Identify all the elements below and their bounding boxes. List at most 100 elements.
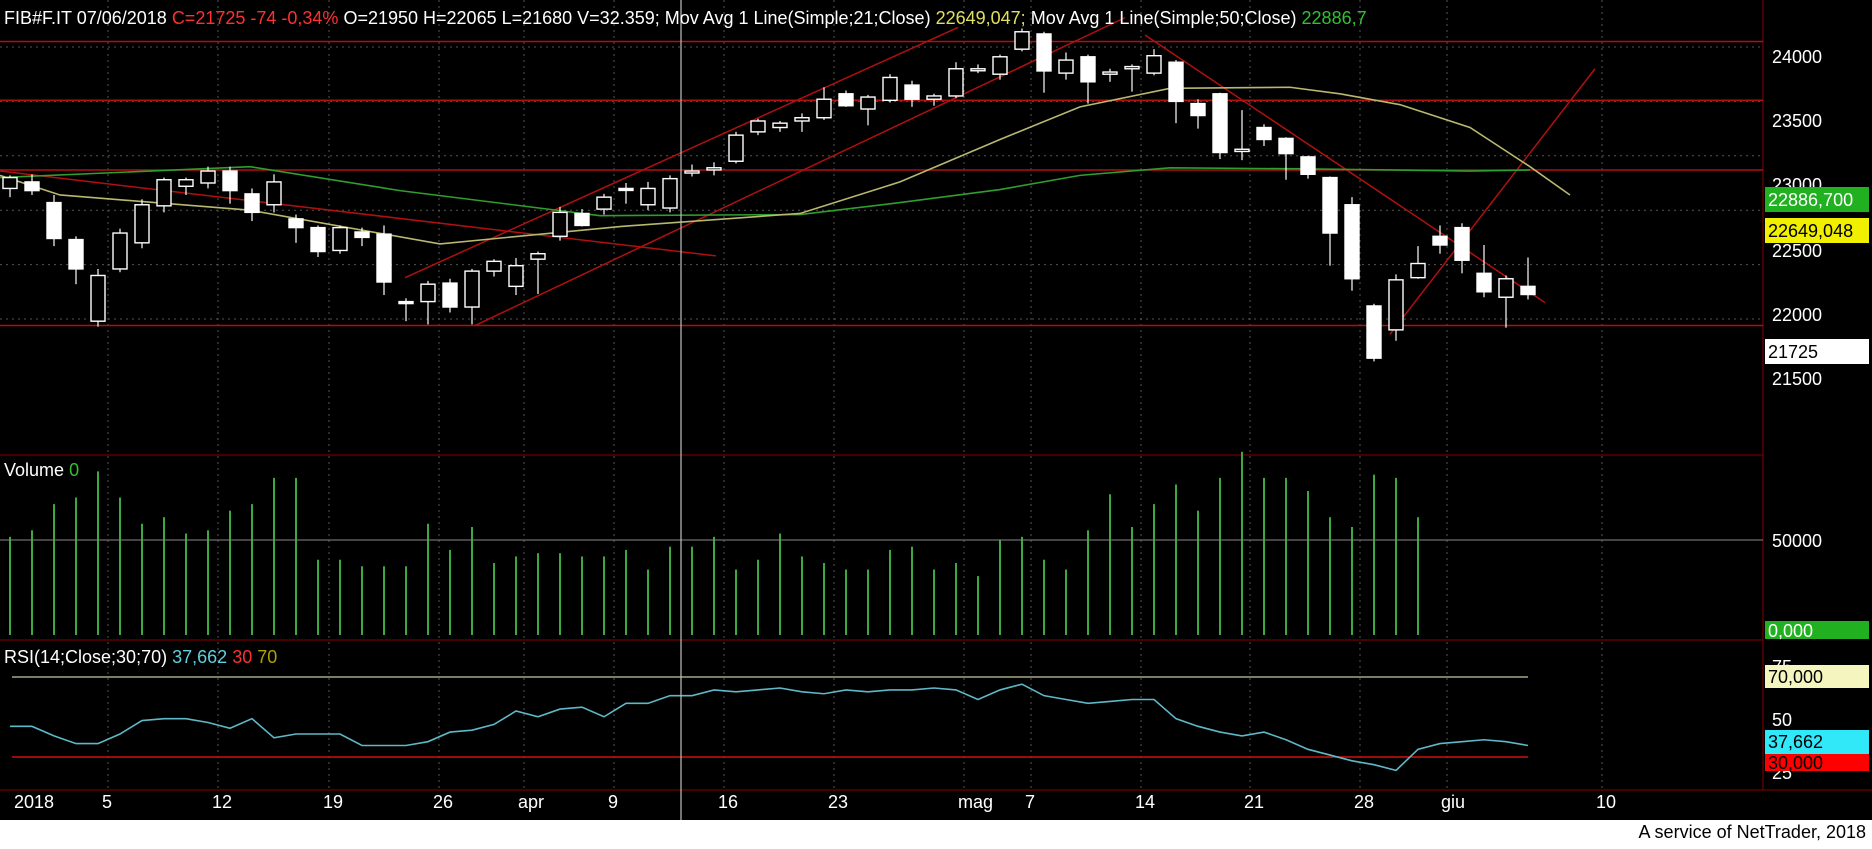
ma21-price-tag-text: 22649,048 xyxy=(1768,221,1853,241)
price-tick: 23500 xyxy=(1772,111,1822,131)
candle-body-up xyxy=(662,177,678,209)
rsi-lower: 30 xyxy=(232,647,252,667)
date-tick: 21 xyxy=(1244,792,1264,812)
candle-body-up xyxy=(860,96,876,110)
candle-body-down xyxy=(1036,33,1052,72)
candle-body-down xyxy=(244,193,260,214)
candle-body-up xyxy=(530,253,546,260)
last-price-tag-text: 21725 xyxy=(1768,342,1818,362)
date-tick: mag xyxy=(958,792,993,812)
candles xyxy=(2,28,1536,362)
candle-body-down xyxy=(1168,61,1184,103)
candle-body-up xyxy=(706,167,722,171)
date-tick: 26 xyxy=(433,792,453,812)
candle-body-up xyxy=(178,179,194,187)
candle-body-up xyxy=(640,187,656,206)
candle-body-up xyxy=(1388,279,1404,331)
volume-tick: 50000 xyxy=(1772,531,1822,551)
candle-body-down xyxy=(354,231,370,239)
candle-body-down xyxy=(1520,285,1536,296)
price-tick: 24000 xyxy=(1772,47,1822,67)
candle-body-down xyxy=(1256,126,1272,141)
trendline xyxy=(474,16,1126,327)
rsi-overbought-tag-text: 70,000 xyxy=(1768,667,1823,687)
candle-body-up xyxy=(882,76,898,102)
candle-body-up xyxy=(596,196,612,210)
price-tick: 22500 xyxy=(1772,241,1822,261)
candle-body-up xyxy=(794,117,810,122)
date-tick: 2018 xyxy=(14,792,54,812)
candle-body-up xyxy=(992,56,1008,75)
rsi-line xyxy=(10,683,1529,772)
rsi-upper: 70 xyxy=(257,647,277,667)
candle-body-down xyxy=(1476,272,1492,293)
date-tick: giu xyxy=(1441,792,1465,812)
header-change: C=21725 -74 -0,34% xyxy=(172,8,339,28)
candle-body-up xyxy=(552,211,568,238)
candle-body-down xyxy=(1432,235,1448,246)
header-ma50-label: Mov Avg 1 Line(Simple;50;Close) xyxy=(1031,8,1297,28)
header-ohlc: O=21950 H=22065 L=21680 V=32.359; xyxy=(343,8,659,28)
date-tick: 16 xyxy=(718,792,738,812)
volume-tag xyxy=(1765,621,1869,639)
candle-body-up xyxy=(90,274,106,322)
candle-body-down xyxy=(1300,156,1316,175)
candle-body-down xyxy=(398,300,414,305)
candle-body-up xyxy=(134,204,150,244)
trendline xyxy=(1389,68,1596,335)
date-tick: 14 xyxy=(1135,792,1155,812)
candle-body-down xyxy=(1080,56,1096,83)
candle-body-up xyxy=(1146,55,1162,74)
candle-body-down xyxy=(1190,102,1206,117)
candle-body-up xyxy=(200,170,216,184)
rsi-value: 37,662 xyxy=(172,647,227,667)
trendlines xyxy=(0,16,1763,335)
rsi-plot xyxy=(10,676,1529,772)
candle-body-down xyxy=(68,238,84,270)
date-tick: 9 xyxy=(608,792,618,812)
candle-body-down xyxy=(1366,305,1382,359)
ma50-price-tag-text: 22886,700 xyxy=(1768,190,1853,210)
candle-body-down xyxy=(222,170,238,192)
candle-body-down xyxy=(1344,204,1360,280)
candle-body-up xyxy=(816,98,832,119)
rsi-value-tag xyxy=(1765,730,1869,754)
volume-title: Volume 0 xyxy=(4,460,79,480)
ma21-price-tag xyxy=(1765,218,1869,243)
rsi-oversold-tag-text: 30,000 xyxy=(1768,753,1823,773)
candle-body-up xyxy=(970,68,986,72)
footer-credit: A service of NetTrader, 2018 xyxy=(1639,822,1866,842)
rsi-title-text: RSI(14;Close;30;70) xyxy=(4,647,167,667)
candle-body-up xyxy=(772,122,788,129)
trendline xyxy=(0,170,717,257)
chart-header: FIB#F.IT 07/06/2018 C=21725 -74 -0,34% O… xyxy=(4,8,1367,28)
rsi-oversold-tag xyxy=(1765,754,1869,771)
volume-tag-text: 0,000 xyxy=(1768,621,1813,641)
date-tick: 12 xyxy=(212,792,232,812)
ma50-line xyxy=(0,165,1531,217)
last-price-tag xyxy=(1765,339,1869,364)
candle-body-up xyxy=(926,95,942,100)
candle-body-down xyxy=(1454,226,1470,261)
candle-body-up xyxy=(1234,148,1250,153)
candle-body-down xyxy=(1212,93,1228,154)
candle-body-up xyxy=(1058,59,1074,74)
candle-body-down xyxy=(376,233,392,283)
candle-body-up xyxy=(1102,71,1118,75)
header-ma21-label: Mov Avg 1 Line(Simple;21;Close) xyxy=(665,8,931,28)
candle-body-up xyxy=(420,283,436,303)
candle-body-up xyxy=(684,170,700,174)
candle-body-up xyxy=(1498,278,1514,298)
date-tick: 28 xyxy=(1354,792,1374,812)
date-tick: 19 xyxy=(323,792,343,812)
volume-bars xyxy=(0,451,1763,635)
candle-body-down xyxy=(574,212,590,227)
candle-body-down xyxy=(24,181,40,192)
rsi-value-tag-text: 37,662 xyxy=(1768,732,1823,752)
candle-body-down xyxy=(288,218,304,229)
date-tick: apr xyxy=(518,792,544,812)
header-date: 07/06/2018 xyxy=(77,8,167,28)
volume-value: 0 xyxy=(69,460,79,480)
date-tick: 23 xyxy=(828,792,848,812)
